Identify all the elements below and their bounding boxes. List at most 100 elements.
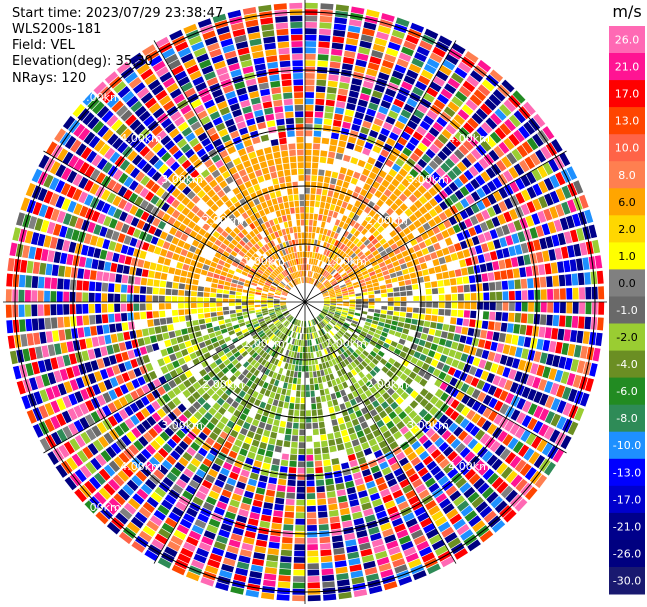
gate-cell <box>283 524 294 531</box>
gate-cell <box>171 199 181 209</box>
gate-cell <box>254 274 261 279</box>
gate-cell <box>249 512 260 520</box>
gate-cell <box>31 232 40 245</box>
gate-cell <box>335 152 344 160</box>
gate-cell <box>186 201 195 210</box>
gate-cell <box>375 434 385 443</box>
gate-cell <box>245 402 253 410</box>
gate-cell <box>487 351 496 362</box>
gate-cell <box>253 276 260 282</box>
gate-cell <box>506 269 514 279</box>
gate-cell <box>447 537 461 549</box>
gate-cell <box>284 255 289 262</box>
gate-cell <box>134 105 147 118</box>
gate-cell <box>487 385 497 396</box>
gate-cell <box>283 440 291 448</box>
gate-cell <box>242 368 249 376</box>
gate-cell <box>462 276 470 284</box>
gate-cell <box>280 340 285 347</box>
gate-cell <box>305 391 310 398</box>
gate-cell <box>125 114 137 127</box>
gate-cell <box>527 388 537 401</box>
gate-cell <box>225 388 233 396</box>
gate-cell <box>166 317 173 324</box>
gate-cell <box>222 44 235 54</box>
gate-cell <box>369 226 377 234</box>
gate-cell <box>413 296 420 301</box>
gate-cell <box>234 81 246 90</box>
gate-cell <box>345 281 352 286</box>
gate-cell <box>219 149 229 159</box>
gate-cell <box>228 330 236 336</box>
gate-cell <box>127 285 134 293</box>
gate-cell <box>262 462 271 470</box>
gate-cell <box>305 130 313 137</box>
gate-cell <box>547 221 557 234</box>
gate-cell <box>312 365 316 372</box>
gate-cell <box>509 382 519 394</box>
gate-cell <box>228 213 236 222</box>
gate-cell <box>548 249 556 261</box>
gate-cell <box>205 276 213 283</box>
gate-cell <box>270 80 281 88</box>
gate-cell <box>291 441 298 448</box>
gate-cell <box>261 334 268 340</box>
gate-cell <box>237 223 245 231</box>
gate-cell <box>392 260 400 267</box>
gate-cell <box>449 153 460 164</box>
gate-cell <box>499 448 511 461</box>
gate-cell <box>342 310 349 313</box>
gate-cell <box>374 84 386 93</box>
gate-cell <box>391 126 402 136</box>
gate-cell <box>32 261 40 274</box>
gate-cell <box>392 558 406 568</box>
ring-label: 5.00km <box>79 91 121 104</box>
gate-cell <box>216 298 223 302</box>
gate-cell <box>135 171 146 182</box>
gate-cell <box>253 369 260 377</box>
gate-cell <box>377 339 384 346</box>
gate-cell <box>406 158 416 168</box>
gate-cell <box>369 340 377 347</box>
gate-cell <box>374 382 382 391</box>
gate-cell <box>400 296 407 302</box>
gate-cell <box>434 378 443 388</box>
gate-cell <box>474 429 486 441</box>
gate-cell <box>441 146 452 157</box>
gate-cell <box>407 348 416 356</box>
gate-cell <box>245 416 254 424</box>
gate-cell <box>89 183 100 195</box>
gate-cell <box>270 285 277 289</box>
gate-cell <box>518 359 527 371</box>
gate-cell <box>191 524 204 535</box>
gate-cell <box>467 266 475 275</box>
gate-cell <box>195 421 205 431</box>
gate-cell <box>290 162 297 169</box>
gate-cell <box>344 401 352 409</box>
gate-cell <box>245 145 255 154</box>
gate-cell <box>257 330 264 336</box>
gate-cell <box>271 385 278 393</box>
gate-cell <box>201 169 210 178</box>
gate-cell <box>85 400 95 412</box>
gate-cell <box>496 365 505 376</box>
gate-cell <box>329 293 336 297</box>
gate-cell <box>224 551 238 561</box>
gate-cell <box>394 369 403 377</box>
gate-cell <box>143 133 154 145</box>
gate-cell <box>489 69 504 83</box>
gate-cell <box>235 395 243 404</box>
gate-cell <box>113 399 123 411</box>
gate-cell <box>209 48 222 58</box>
gate-cell <box>246 364 253 371</box>
gate-cell <box>550 382 560 396</box>
gate-cell <box>539 276 547 288</box>
gate-cell <box>465 99 478 111</box>
gate-cell <box>451 302 458 309</box>
gate-cell <box>269 378 276 385</box>
gate-cell <box>457 109 470 121</box>
gate-cell <box>402 163 412 173</box>
gate-cell <box>514 244 523 255</box>
gate-cell <box>275 497 285 505</box>
gate-cell <box>280 306 287 309</box>
